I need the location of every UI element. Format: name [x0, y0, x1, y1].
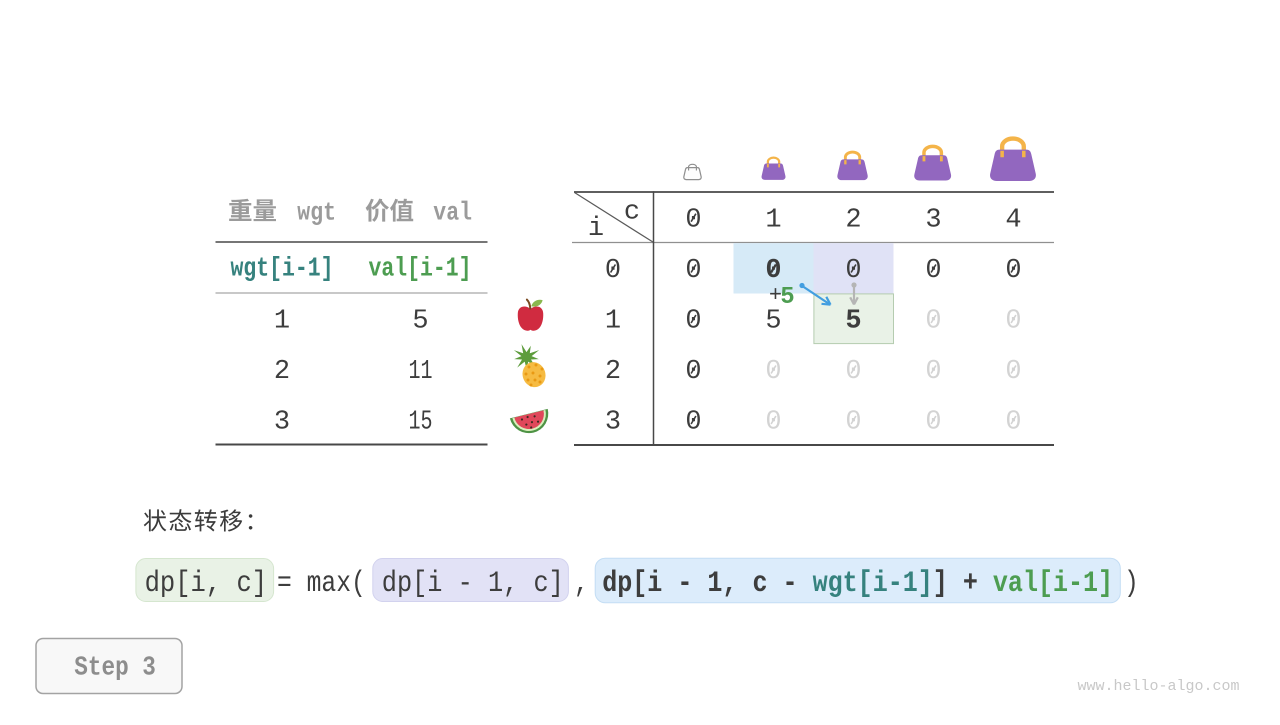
svg-text:0: 0 — [845, 357, 861, 387]
svg-text:+: + — [769, 283, 782, 308]
svg-text:0: 0 — [1005, 357, 1021, 387]
svg-text:0: 0 — [765, 357, 781, 387]
svg-text:): ) — [1124, 567, 1139, 601]
svg-text:dp[i, c]: dp[i, c] — [145, 567, 268, 601]
svg-text:11: 11 — [409, 357, 433, 387]
svg-text:3: 3 — [605, 408, 621, 438]
svg-text:5: 5 — [765, 307, 781, 337]
svg-text:val: val — [433, 198, 472, 228]
svg-text:1: 1 — [605, 307, 621, 337]
svg-text:0: 0 — [685, 256, 701, 286]
svg-text:0: 0 — [1005, 307, 1021, 337]
svg-text:5: 5 — [780, 284, 794, 311]
svg-text:wgt[i-1]: wgt[i-1] — [813, 567, 933, 601]
svg-text:0: 0 — [685, 307, 701, 337]
svg-text:1: 1 — [274, 307, 290, 337]
svg-text:0: 0 — [925, 307, 941, 337]
svg-text:= max(: = max( — [277, 567, 366, 601]
svg-text:0: 0 — [685, 206, 701, 236]
svg-text:0: 0 — [605, 256, 621, 286]
svg-text:0: 0 — [925, 357, 941, 387]
svg-text:2: 2 — [845, 206, 861, 236]
svg-text:i: i — [588, 214, 604, 244]
svg-text:dp[i - 1, c -: dp[i - 1, c - — [602, 567, 797, 601]
svg-text:0: 0 — [765, 256, 781, 286]
svg-text:,: , — [574, 567, 589, 601]
svg-text:15: 15 — [409, 408, 433, 438]
svg-text:0: 0 — [845, 408, 861, 438]
svg-text:3: 3 — [274, 408, 290, 438]
svg-text:0: 0 — [925, 408, 941, 438]
svg-text:wgt: wgt — [297, 198, 336, 228]
svg-text:0: 0 — [925, 256, 941, 286]
svg-text:0: 0 — [765, 408, 781, 438]
svg-text:www.hello-algo.com: www.hello-algo.com — [1078, 678, 1240, 695]
svg-text:0: 0 — [1005, 408, 1021, 438]
svg-text:val[i-1]: val[i-1] — [369, 255, 472, 285]
svg-text:5: 5 — [845, 307, 861, 337]
svg-text:val[i-1]: val[i-1] — [993, 567, 1113, 601]
svg-text:0: 0 — [1005, 256, 1021, 286]
svg-text:dp[i - 1, c]: dp[i - 1, c] — [382, 567, 564, 601]
svg-text:wgt[i-1]: wgt[i-1] — [231, 255, 334, 285]
svg-text:3: 3 — [925, 206, 941, 236]
svg-text:0: 0 — [845, 256, 861, 286]
svg-text:c: c — [624, 198, 640, 228]
svg-text:2: 2 — [274, 357, 290, 387]
svg-text:2: 2 — [605, 357, 621, 387]
svg-text:] +: ] + — [933, 567, 978, 601]
svg-text:5: 5 — [412, 307, 428, 337]
svg-text:1: 1 — [765, 206, 781, 236]
svg-text:Step 3: Step 3 — [74, 654, 156, 684]
svg-text:0: 0 — [685, 357, 701, 387]
svg-text:0: 0 — [685, 408, 701, 438]
svg-text:4: 4 — [1005, 206, 1021, 236]
